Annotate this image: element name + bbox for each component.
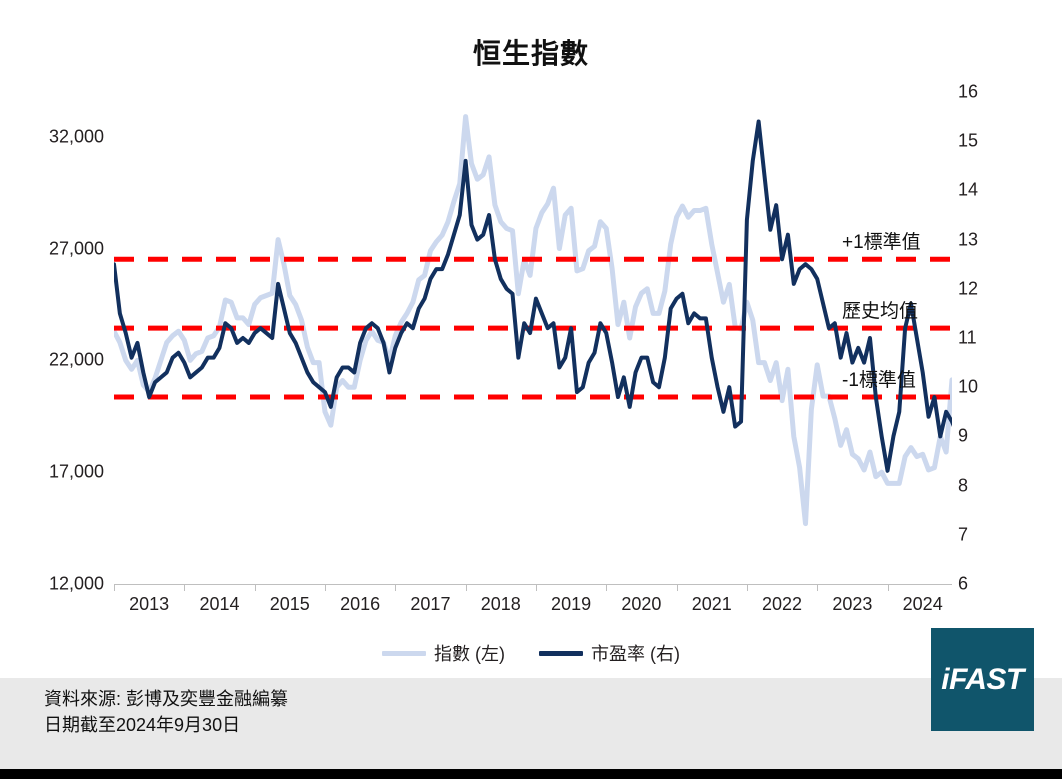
x-axis-tick: 2023 (832, 594, 873, 614)
y-axis-left-tick: 32,000 (48, 126, 104, 147)
x-axis-tick-mark (535, 584, 537, 591)
y-axis-left-tick: 17,000 (48, 461, 104, 482)
footer-text: 資料來源: 彭博及奕豐金融編纂 日期截至2024年9月30日 (44, 686, 288, 738)
y-axis-right-tick: 12 (958, 278, 979, 299)
x-axis-tick: 2015 (269, 594, 310, 614)
ifast-logo-text: iFAST (941, 662, 1024, 696)
legend-label: 市盈率 (右) (591, 644, 680, 664)
x-axis-tick: 2014 (199, 594, 240, 614)
x-axis-tick-mark (887, 584, 889, 591)
legend-swatch (382, 650, 426, 656)
x-axis-tick-mark (817, 584, 819, 591)
x-axis-line (114, 584, 952, 585)
x-axis-tick-mark (395, 584, 397, 591)
y-axis-left: 12,000 17,000 22,000 27,000 32,000 (0, 92, 104, 593)
y-axis-right-tick: 16 (958, 81, 979, 102)
x-axis-tick: 2013 (129, 594, 170, 614)
x-axis-tick: 2018 (480, 594, 521, 614)
series-plot (114, 114, 952, 527)
x-axis-tick: 2019 (551, 594, 592, 614)
x-axis-tick: 2021 (691, 594, 732, 614)
y-axis-right-tick: 9 (958, 425, 969, 446)
x-axis-tick: 2022 (762, 594, 803, 614)
footer-date: 日期截至2024年9月30日 (44, 715, 241, 736)
series-line (114, 114, 952, 527)
y-axis-right-tick: 8 (958, 475, 969, 496)
x-axis: 2013 2014 2015 2016 2017 2018 2019 2020 2021 2022… (114, 584, 952, 622)
legend-item[interactable]: 指數 (左) (382, 640, 505, 666)
x-axis-tick: 2017 (410, 594, 451, 614)
ifast-logo: iFAST (931, 628, 1034, 731)
y-axis-right-tick: 15 (958, 130, 979, 151)
legend-label: 指數 (左) (434, 644, 505, 664)
x-axis-tick: 2020 (621, 594, 662, 614)
legend: 指數 (左) 市盈率 (右) (0, 640, 1062, 666)
x-axis-tick: 2016 (340, 594, 381, 614)
footer-band (0, 678, 1062, 769)
y-axis-left-tick: 12,000 (48, 573, 104, 594)
x-axis-tick-mark (184, 584, 186, 591)
legend-item[interactable]: 市盈率 (右) (539, 640, 680, 666)
x-axis-tick-mark (676, 584, 678, 591)
y-axis-right-tick: 7 (958, 524, 969, 545)
x-axis-tick-mark (746, 584, 748, 591)
page-title: 恒生指數 (472, 38, 589, 69)
y-axis-left-tick: 22,000 (48, 349, 104, 370)
legend-swatch (539, 650, 583, 656)
x-axis-tick: 2024 (902, 594, 943, 614)
y-axis-right-tick: 14 (958, 179, 979, 200)
y-axis-right-tick: 13 (958, 229, 979, 250)
x-axis-tick-mark (254, 584, 256, 591)
x-axis-tick-mark (606, 584, 608, 591)
series-line (114, 119, 952, 473)
reference-line-label: -1標準值 (842, 370, 916, 392)
y-axis-left-tick: 27,000 (48, 238, 104, 259)
reference-line-label: +1標準值 (842, 232, 921, 254)
x-axis-tick-mark (114, 584, 115, 591)
y-axis-right-tick: 6 (958, 573, 969, 594)
reference-line-label: 歷史均值 (842, 301, 919, 323)
plot-area (114, 92, 952, 584)
bottom-bar (0, 769, 1062, 779)
footer-source: 資料來源: 彭博及奕豐金融編纂 (44, 689, 289, 709)
y-axis-right-tick: 11 (958, 327, 977, 348)
x-axis-tick-mark (324, 584, 326, 591)
y-axis-right-tick: 10 (958, 376, 979, 397)
y-axis-right: 6 7 8 9 10 11 12 13 14 15 16 (958, 82, 1018, 594)
x-axis-tick-mark (465, 584, 467, 591)
